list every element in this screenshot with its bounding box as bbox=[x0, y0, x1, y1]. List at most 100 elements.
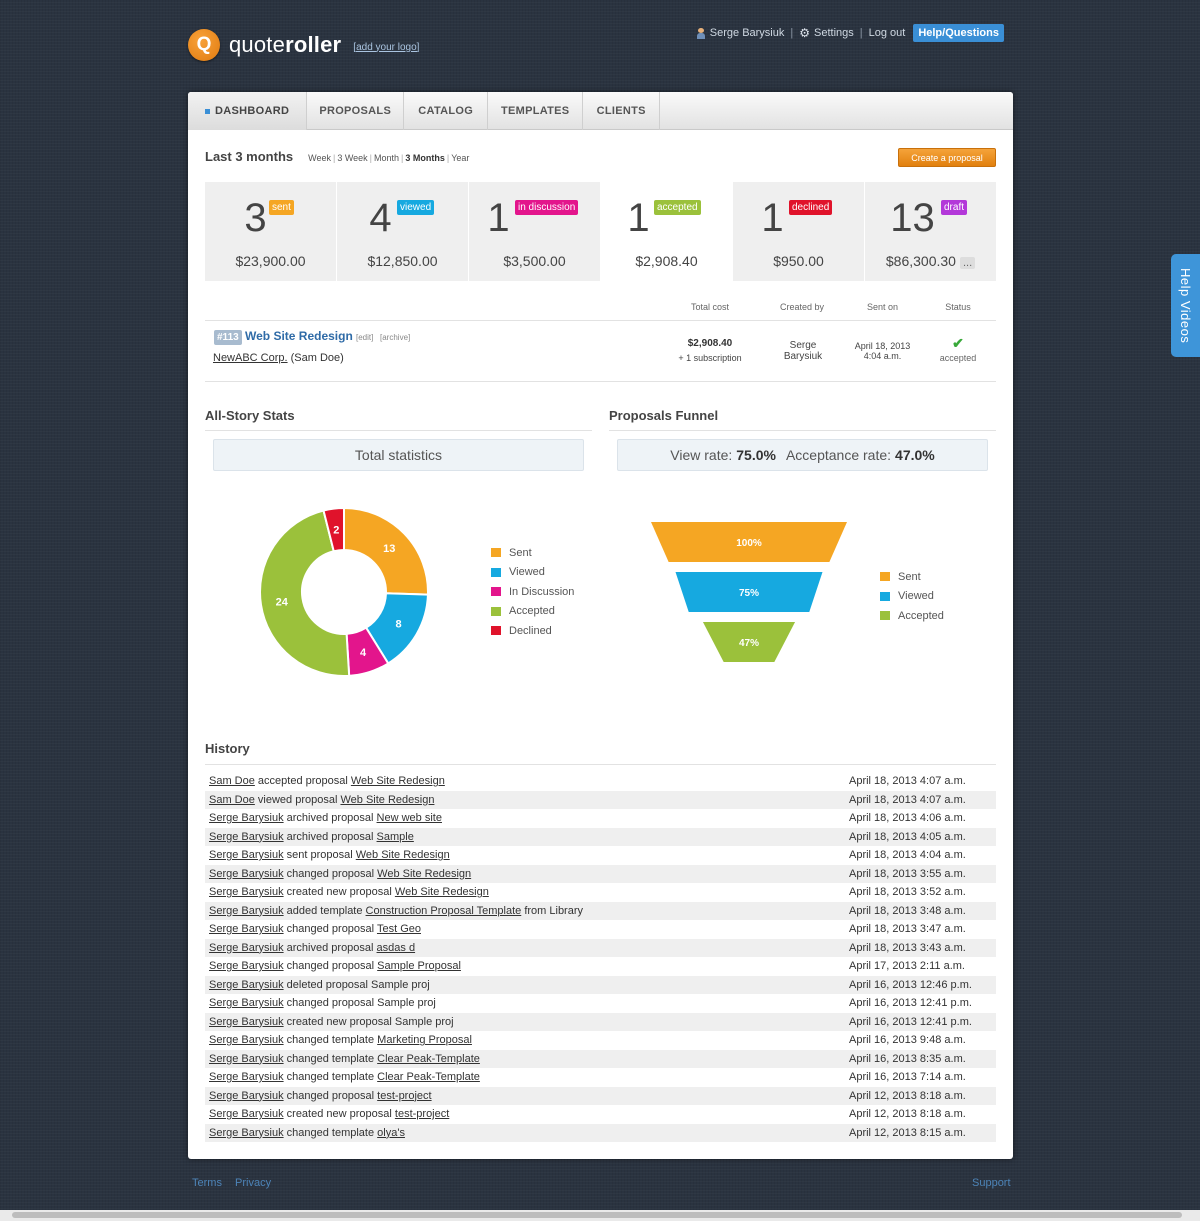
settings-link[interactable]: Settings bbox=[814, 27, 854, 39]
history-target-link[interactable]: Marketing Proposal bbox=[377, 1034, 472, 1047]
tab-dashboard[interactable]: DASHBOARD bbox=[188, 92, 308, 130]
create-proposal-button[interactable]: Create a proposal bbox=[898, 148, 996, 167]
funnel-stage-accepted[interactable] bbox=[702, 622, 796, 662]
period-title: Last 3 months bbox=[205, 149, 294, 164]
logo[interactable]: Q quoteroller [add your logo] bbox=[188, 29, 419, 61]
support-link[interactable]: Support bbox=[972, 1177, 1011, 1189]
period-3-months[interactable]: 3 Months bbox=[405, 153, 445, 163]
period-year[interactable]: Year bbox=[451, 153, 470, 163]
stat-count: 3 bbox=[244, 196, 267, 240]
history-target-link[interactable]: test-project bbox=[394, 1108, 450, 1121]
history-target-link[interactable]: asdas d bbox=[376, 941, 416, 954]
status-badge: in discussion bbox=[515, 200, 579, 215]
donut-slice-sent[interactable] bbox=[343, 506, 429, 596]
funnel-stage-label: 75% bbox=[739, 588, 759, 599]
funnel-stage-viewed[interactable] bbox=[675, 572, 823, 612]
client-link[interactable]: NewABC Corp. bbox=[213, 352, 288, 364]
add-logo-link[interactable]: [add your logo] bbox=[353, 41, 420, 53]
tab-catalog[interactable]: CATALOG bbox=[404, 92, 489, 130]
history-date: April 18, 2013 4:07 a.m. bbox=[849, 775, 966, 788]
stat-amount: $3,500.00 bbox=[503, 253, 566, 269]
proposal-name-link[interactable]: Web Site Redesign bbox=[245, 329, 353, 343]
history-target-link[interactable]: Test Geo bbox=[376, 923, 421, 936]
history-actor-link[interactable]: Serge Barysiuk bbox=[209, 812, 284, 825]
history-target-link[interactable]: New web site bbox=[376, 812, 442, 825]
history-actor-link[interactable]: Sam Doe bbox=[209, 775, 255, 788]
separator: | bbox=[401, 153, 404, 163]
history-target-link[interactable]: Web Site Redesign bbox=[355, 849, 450, 862]
donut-slice-accepted[interactable] bbox=[259, 509, 351, 677]
history-target-link[interactable]: olya's bbox=[377, 1126, 405, 1139]
period-3-week[interactable]: 3 Week bbox=[337, 153, 368, 163]
history-date: April 12, 2013 8:18 a.m. bbox=[849, 1089, 966, 1102]
history-actor-link[interactable]: Serge Barysiuk bbox=[209, 904, 284, 917]
history-target-link[interactable]: Web Site Redesign bbox=[350, 775, 445, 788]
history-actor-link[interactable]: Serge Barysiuk bbox=[209, 830, 284, 843]
history-actor-link[interactable]: Serge Barysiuk bbox=[209, 941, 284, 954]
history-actor-link[interactable]: Serge Barysiuk bbox=[209, 886, 284, 899]
history-actor-link[interactable]: Serge Barysiuk bbox=[209, 1071, 284, 1084]
col-created-by: Created by bbox=[779, 302, 825, 312]
proposal-row[interactable]: #113 Web Site Redesign [edit] [archive] … bbox=[205, 321, 996, 381]
funnel-stage-label: 47% bbox=[739, 638, 759, 649]
archive-link[interactable]: [archive] bbox=[380, 333, 411, 342]
privacy-link[interactable]: Privacy bbox=[235, 1177, 272, 1189]
history-target: Sample proj bbox=[394, 1015, 454, 1028]
history-actor-link[interactable]: Serge Barysiuk bbox=[209, 1126, 284, 1139]
history-action: changed template bbox=[283, 1071, 378, 1084]
stat-viewed[interactable]: 4 viewed $12,850.00 bbox=[337, 182, 469, 281]
history-actor-link[interactable]: Serge Barysiuk bbox=[209, 1052, 284, 1065]
more-button[interactable]: ... bbox=[959, 257, 976, 269]
period-month[interactable]: Month bbox=[374, 153, 400, 163]
history-actor-link[interactable]: Serge Barysiuk bbox=[209, 997, 284, 1010]
terms-link[interactable]: Terms bbox=[192, 1177, 222, 1189]
funnel-stage-sent[interactable] bbox=[651, 522, 847, 562]
user-name-link[interactable]: Serge Barysiuk bbox=[709, 27, 785, 39]
legend-item: Viewed bbox=[880, 587, 944, 607]
scrollbar-thumb[interactable] bbox=[12, 1212, 1182, 1218]
edit-link[interactable]: [edit] bbox=[356, 333, 374, 342]
history-target-link[interactable]: Web Site Redesign bbox=[340, 793, 435, 806]
history-actor-link[interactable]: Serge Barysiuk bbox=[209, 1089, 284, 1102]
history-target-link[interactable]: test-project bbox=[377, 1089, 432, 1102]
help-videos-tab[interactable]: Help Videos bbox=[1171, 254, 1200, 357]
history-target-link[interactable]: Clear Peak-Template bbox=[377, 1052, 480, 1065]
history-actor-link[interactable]: Serge Barysiuk bbox=[209, 867, 284, 880]
history-target-link[interactable]: Clear Peak-Template bbox=[377, 1071, 480, 1084]
tab-proposals[interactable]: PROPOSALS bbox=[307, 92, 405, 130]
col-total-cost: Total cost bbox=[690, 302, 730, 312]
stat-sent[interactable]: 3 sent $23,900.00 bbox=[205, 182, 337, 281]
history-action: archived proposal bbox=[283, 812, 377, 825]
stat-in-discussion[interactable]: 1 in discussion $3,500.00 bbox=[469, 182, 601, 281]
donut-slice-declined[interactable] bbox=[322, 506, 345, 553]
history-actor-link[interactable]: Serge Barysiuk bbox=[209, 1108, 284, 1121]
period-week[interactable]: Week bbox=[308, 153, 331, 163]
stat-declined[interactable]: 1 declined $950.00 bbox=[733, 182, 865, 281]
history-actor-link[interactable]: Serge Barysiuk bbox=[209, 978, 284, 991]
history-date: April 17, 2013 2:11 a.m. bbox=[849, 960, 965, 973]
horizontal-scrollbar[interactable] bbox=[0, 1210, 1200, 1221]
history-actor-link[interactable]: Serge Barysiuk bbox=[209, 960, 284, 973]
history-actor-link[interactable]: Serge Barysiuk bbox=[209, 923, 284, 936]
history-target-link[interactable]: Construction Proposal Template bbox=[365, 904, 522, 917]
history-row: Serge Barysiuk changed proposal Test Geo… bbox=[205, 920, 996, 939]
history-actor-link[interactable]: Serge Barysiuk bbox=[209, 1034, 284, 1047]
history-target-link[interactable]: Sample Proposal bbox=[377, 960, 461, 973]
stat-draft[interactable]: 13 draft $86,300.30... bbox=[865, 182, 996, 281]
logout-link[interactable]: Log out bbox=[868, 27, 906, 39]
help-videos-label: Help Videos bbox=[1178, 267, 1193, 344]
tab-clients[interactable]: CLIENTS bbox=[583, 92, 661, 130]
history-list: Sam Doe accepted proposal Web Site Redes… bbox=[205, 772, 996, 1142]
tab-templates[interactable]: TEMPLATES bbox=[488, 92, 584, 130]
history-date: April 18, 2013 4:06 a.m. bbox=[849, 812, 966, 825]
help-questions-button[interactable]: Help/Questions bbox=[913, 24, 1004, 42]
history-actor-link[interactable]: Serge Barysiuk bbox=[209, 849, 284, 862]
stat-accepted[interactable]: 1 accepted $2,908.40 bbox=[601, 182, 733, 281]
history-target-link[interactable]: Web Site Redesign bbox=[394, 886, 489, 899]
history-action: created new proposal bbox=[283, 1015, 395, 1028]
history-target-link[interactable]: Sample bbox=[376, 830, 414, 843]
all-story-title: All-Story Stats bbox=[205, 408, 295, 423]
history-actor-link[interactable]: Serge Barysiuk bbox=[209, 1015, 284, 1028]
history-actor-link[interactable]: Sam Doe bbox=[209, 793, 255, 806]
history-target-link[interactable]: Web Site Redesign bbox=[377, 867, 472, 880]
